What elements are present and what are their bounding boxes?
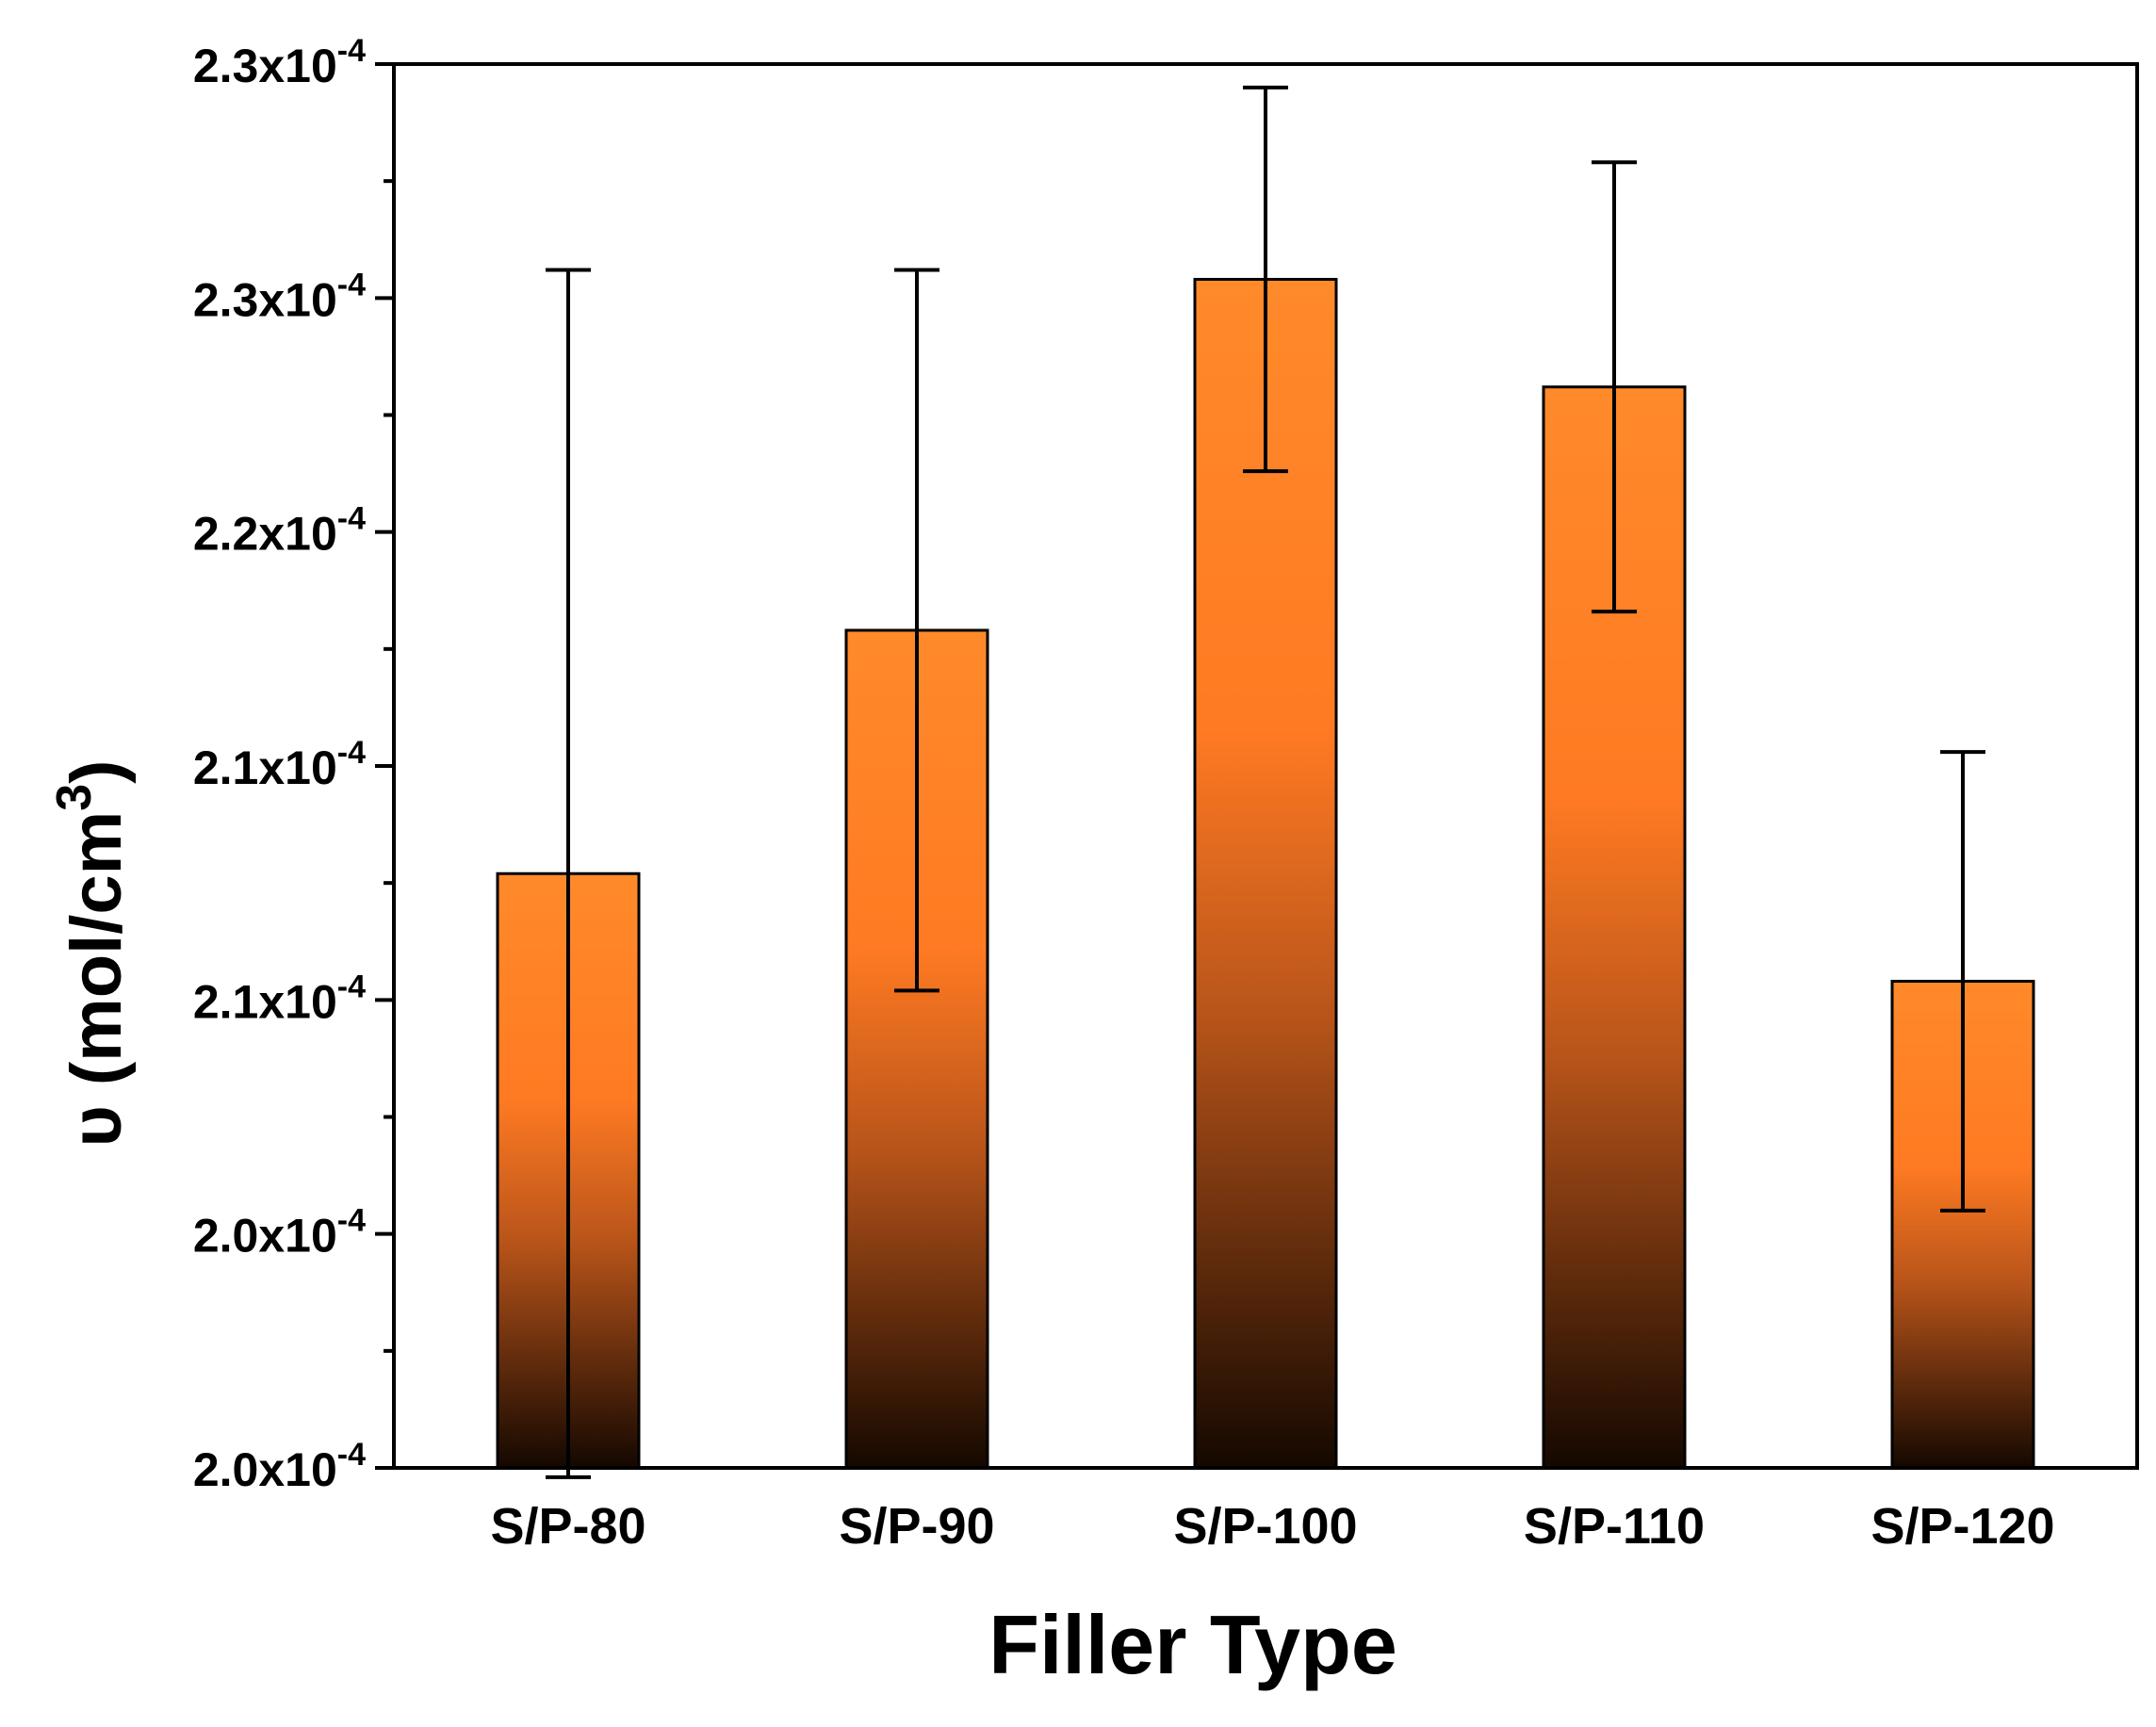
y-tick-label: 2.0x10-4 xyxy=(193,1437,366,1496)
y-axis-tick-labels: 2.0x10-4 2.0x10-4 2.1x10-4 2.1x10-4 2.2x10-4… xyxy=(193,33,366,1496)
y-tick-label: 2.3x10-4 xyxy=(193,267,366,326)
y-tick-label: 2.2x10-4 xyxy=(193,501,366,561)
error-bar-s-p-80 xyxy=(546,268,591,1479)
x-axis-tick-labels: S/P-80 S/P-90 S/P-100 S/P-110 S/P-120 xyxy=(490,1498,2054,1555)
x-tick-label: S/P-110 xyxy=(1524,1498,1705,1555)
y-axis-ticks xyxy=(375,62,394,1470)
y-tick-label: 2.1x10-4 xyxy=(193,735,366,794)
x-tick-label: S/P-80 xyxy=(490,1498,645,1555)
error-bar-s-p-110 xyxy=(1592,160,1637,614)
error-bar-s-p-120 xyxy=(1940,750,1985,1213)
error-bars xyxy=(546,85,1985,1479)
error-bar-s-p-90 xyxy=(894,268,939,993)
x-axis-title: Filler Type xyxy=(988,1598,1397,1691)
x-tick-label: S/P-90 xyxy=(839,1498,994,1555)
error-bar-s-p-100 xyxy=(1243,85,1288,474)
x-tick-label: S/P-120 xyxy=(1870,1498,2054,1555)
y-tick-label: 2.0x10-4 xyxy=(193,1203,366,1263)
x-tick-label: S/P-100 xyxy=(1173,1498,1357,1555)
y-axis-title: υ (mol/cm3) xyxy=(47,760,137,1148)
y-tick-label: 2.3x10-4 xyxy=(193,33,366,92)
y-tick-label: 2.1x10-4 xyxy=(193,969,366,1028)
